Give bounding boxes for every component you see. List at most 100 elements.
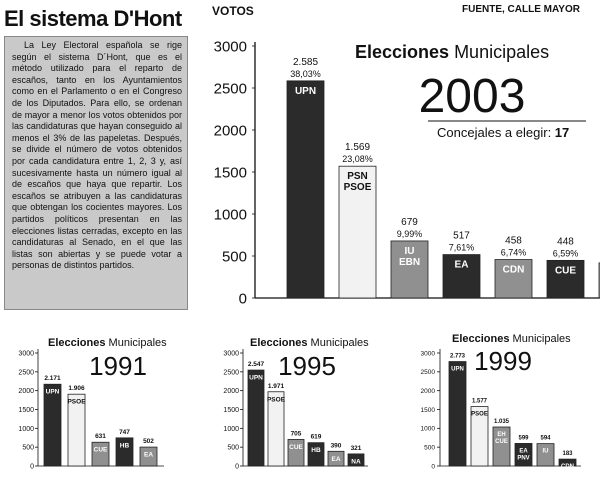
bar bbox=[390, 240, 429, 299]
bar-category-label: EA bbox=[144, 452, 153, 459]
bar bbox=[287, 439, 305, 467]
bar bbox=[247, 369, 265, 467]
bar-category-label: CUE bbox=[495, 439, 508, 445]
y-tick-label: 500 bbox=[227, 445, 239, 452]
bar-category-label: CUE bbox=[555, 265, 576, 276]
chart-subtitle: Concejales a elegir: 17 bbox=[437, 125, 569, 140]
bar-category-label: PNV bbox=[517, 455, 529, 461]
bar-category-label: UPN bbox=[295, 86, 316, 97]
bar-value-label: 679 bbox=[401, 217, 418, 228]
chart-title-bold: Elecciones bbox=[250, 337, 311, 349]
bar-category-label: CUE bbox=[94, 447, 108, 454]
bar-category-label: CDN bbox=[561, 464, 574, 470]
bar-category-label: UPN bbox=[451, 367, 464, 373]
chart-title-bold: Elecciones bbox=[48, 337, 109, 349]
bar-category-label: UPN bbox=[46, 389, 60, 396]
bar bbox=[267, 391, 285, 467]
chart-title-light: Municipales bbox=[311, 337, 370, 349]
bar-value-label: 619 bbox=[311, 434, 322, 441]
chart-title-light: Municipales bbox=[454, 42, 549, 62]
y-tick-label: 3000 bbox=[18, 350, 34, 357]
bar bbox=[139, 446, 158, 467]
bar-category-label: HB bbox=[120, 442, 130, 449]
bar-value-label: 2.585 bbox=[293, 57, 318, 68]
source-label: FUENTE, CALLE MAYOR bbox=[462, 4, 580, 15]
chart-title-light: Municipales bbox=[513, 333, 572, 345]
bar-value-label: 1.906 bbox=[68, 385, 85, 392]
chart-title-light: Municipales bbox=[109, 337, 168, 349]
chart-1995: 0 500 1000 1500 2000 2500 3000 UPN 2.547 PSOE 1.97… bbox=[223, 337, 369, 470]
y-tick-label: 2500 bbox=[421, 369, 436, 376]
bar-value-label: 705 bbox=[291, 430, 302, 437]
bar-percent-label: 38,03% bbox=[290, 69, 321, 79]
chart-title: Elecciones Municipales bbox=[355, 42, 549, 62]
bar bbox=[347, 453, 365, 467]
y-tick-label: 1000 bbox=[421, 426, 436, 433]
y-tick-label: 0 bbox=[239, 290, 247, 307]
chart-year: 1995 bbox=[278, 351, 336, 381]
bar bbox=[67, 393, 86, 467]
bar-value-label: 1.569 bbox=[345, 142, 370, 153]
subtitle-text: Concejales a elegir: bbox=[437, 125, 555, 140]
bar-category-label: IU bbox=[405, 246, 415, 257]
bar-value-label: 1.035 bbox=[494, 419, 510, 425]
bar-category-label: UPN bbox=[249, 375, 263, 382]
bar-value-label: 2.547 bbox=[248, 361, 265, 368]
chart-title: Elecciones Municipales bbox=[250, 337, 369, 349]
bar bbox=[448, 361, 467, 467]
bar bbox=[558, 458, 577, 467]
bar bbox=[43, 383, 62, 467]
subtitle-value: 17 bbox=[555, 125, 569, 140]
bar-category-label: HB bbox=[311, 447, 321, 454]
bar-percent-label: 6,59% bbox=[553, 248, 579, 258]
bar-category-label: EA bbox=[455, 260, 469, 271]
bar bbox=[338, 165, 377, 299]
bar-category-label: PSOE bbox=[344, 182, 372, 193]
bar-value-label: 458 bbox=[505, 236, 522, 247]
y-tick-label: 3000 bbox=[421, 350, 436, 357]
bar-percent-label: 9,99% bbox=[397, 229, 423, 239]
y-tick-label: 2000 bbox=[214, 122, 247, 139]
bar-category-label: CUE bbox=[289, 444, 303, 451]
y-tick-label: 1500 bbox=[223, 407, 239, 414]
bar-category-label: IU bbox=[543, 449, 549, 455]
bar bbox=[327, 450, 345, 467]
chart-year: 2003 bbox=[419, 70, 526, 123]
y-tick-label: 500 bbox=[424, 444, 435, 451]
bar-value-label: 631 bbox=[95, 433, 106, 440]
bar-value-label: 390 bbox=[331, 442, 342, 449]
y-tick-label: 500 bbox=[222, 248, 247, 265]
bar-category-label: NA bbox=[351, 458, 361, 465]
bar-value-label: 183 bbox=[562, 451, 573, 457]
bar-value-label: 321 bbox=[351, 445, 362, 452]
bar bbox=[514, 443, 533, 467]
sidebar-panel: El sistema D'Hont La Ley Electoral españ… bbox=[4, 4, 188, 310]
chart-title: Elecciones Municipales bbox=[48, 337, 167, 349]
sidebar-text: La Ley Electoral española se rige según … bbox=[12, 40, 182, 271]
sidebar-title: El sistema D'Hont bbox=[4, 4, 188, 34]
y-tick-label: 0 bbox=[30, 463, 34, 470]
y-tick-label: 2500 bbox=[18, 369, 34, 376]
y-tick-label: 3000 bbox=[223, 350, 239, 357]
bar-percent-label: 7,61% bbox=[449, 243, 475, 253]
bar-value-label: 594 bbox=[540, 436, 551, 442]
y-tick-label: 1500 bbox=[214, 164, 247, 181]
bar-value-label: 747 bbox=[119, 429, 130, 436]
votos-label: VOTOS bbox=[212, 4, 254, 18]
y-tick-label: 1000 bbox=[223, 426, 239, 433]
bar-category-label: PSOE bbox=[267, 396, 286, 403]
bar-value-label: 1.971 bbox=[268, 383, 285, 390]
bar-category-label: EA bbox=[519, 448, 528, 454]
y-tick-label: 2000 bbox=[421, 388, 436, 395]
y-tick-label: 2500 bbox=[223, 369, 239, 376]
bar-category-label: EH bbox=[497, 432, 505, 438]
bar-percent-label: 23,08% bbox=[342, 154, 373, 164]
y-tick-label: 1000 bbox=[18, 426, 34, 433]
y-tick-label: 2000 bbox=[18, 388, 34, 395]
bar-category-label: EBN bbox=[399, 257, 420, 268]
bar bbox=[286, 80, 325, 299]
bar bbox=[307, 442, 325, 467]
bar bbox=[115, 437, 134, 467]
y-tick-label: 500 bbox=[22, 445, 34, 452]
